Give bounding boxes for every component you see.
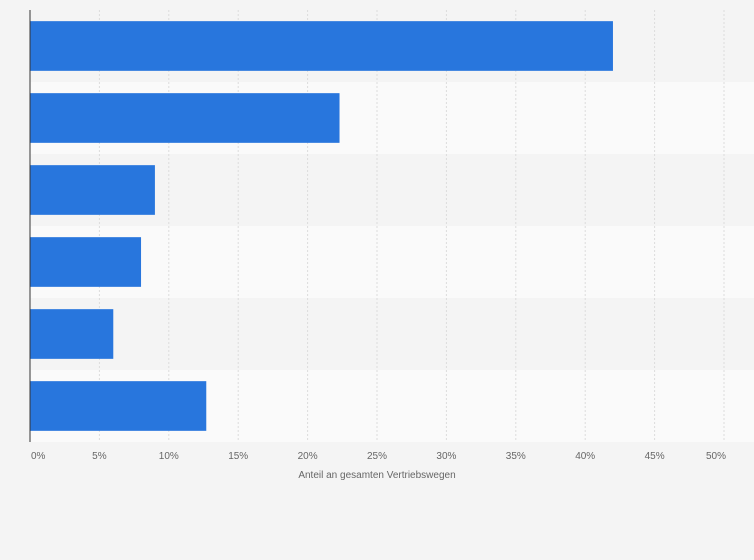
bar[interactable] xyxy=(30,21,613,71)
bar[interactable] xyxy=(30,93,340,143)
bar[interactable] xyxy=(30,381,207,431)
bar[interactable] xyxy=(30,165,155,215)
x-tick-label: 30% xyxy=(436,451,456,462)
grid-lines xyxy=(98,10,725,442)
x-tick-label: 45% xyxy=(645,451,665,462)
x-tick-label: 10% xyxy=(159,451,179,462)
row-band xyxy=(30,226,754,298)
bars xyxy=(30,21,613,431)
x-tick-label: 35% xyxy=(506,451,526,462)
x-tick-label: 0% xyxy=(31,451,46,462)
x-tick-label: 40% xyxy=(575,451,595,462)
row-bands xyxy=(30,10,754,442)
x-tick-labels: 0% 5% 10% 15% 20% 25% 30% 35% 40% 45% 50% xyxy=(31,451,726,462)
x-tick-label: 50% xyxy=(706,451,726,462)
row-band xyxy=(30,298,754,370)
x-tick-label: 15% xyxy=(228,451,248,462)
bar[interactable] xyxy=(30,309,114,359)
bar[interactable] xyxy=(30,237,142,287)
x-tick-label: 20% xyxy=(298,451,318,462)
x-tick-label: 5% xyxy=(92,451,107,462)
x-axis-title: Anteil an gesamten Vertriebswegen xyxy=(298,470,455,481)
x-tick-label: 25% xyxy=(367,451,387,462)
